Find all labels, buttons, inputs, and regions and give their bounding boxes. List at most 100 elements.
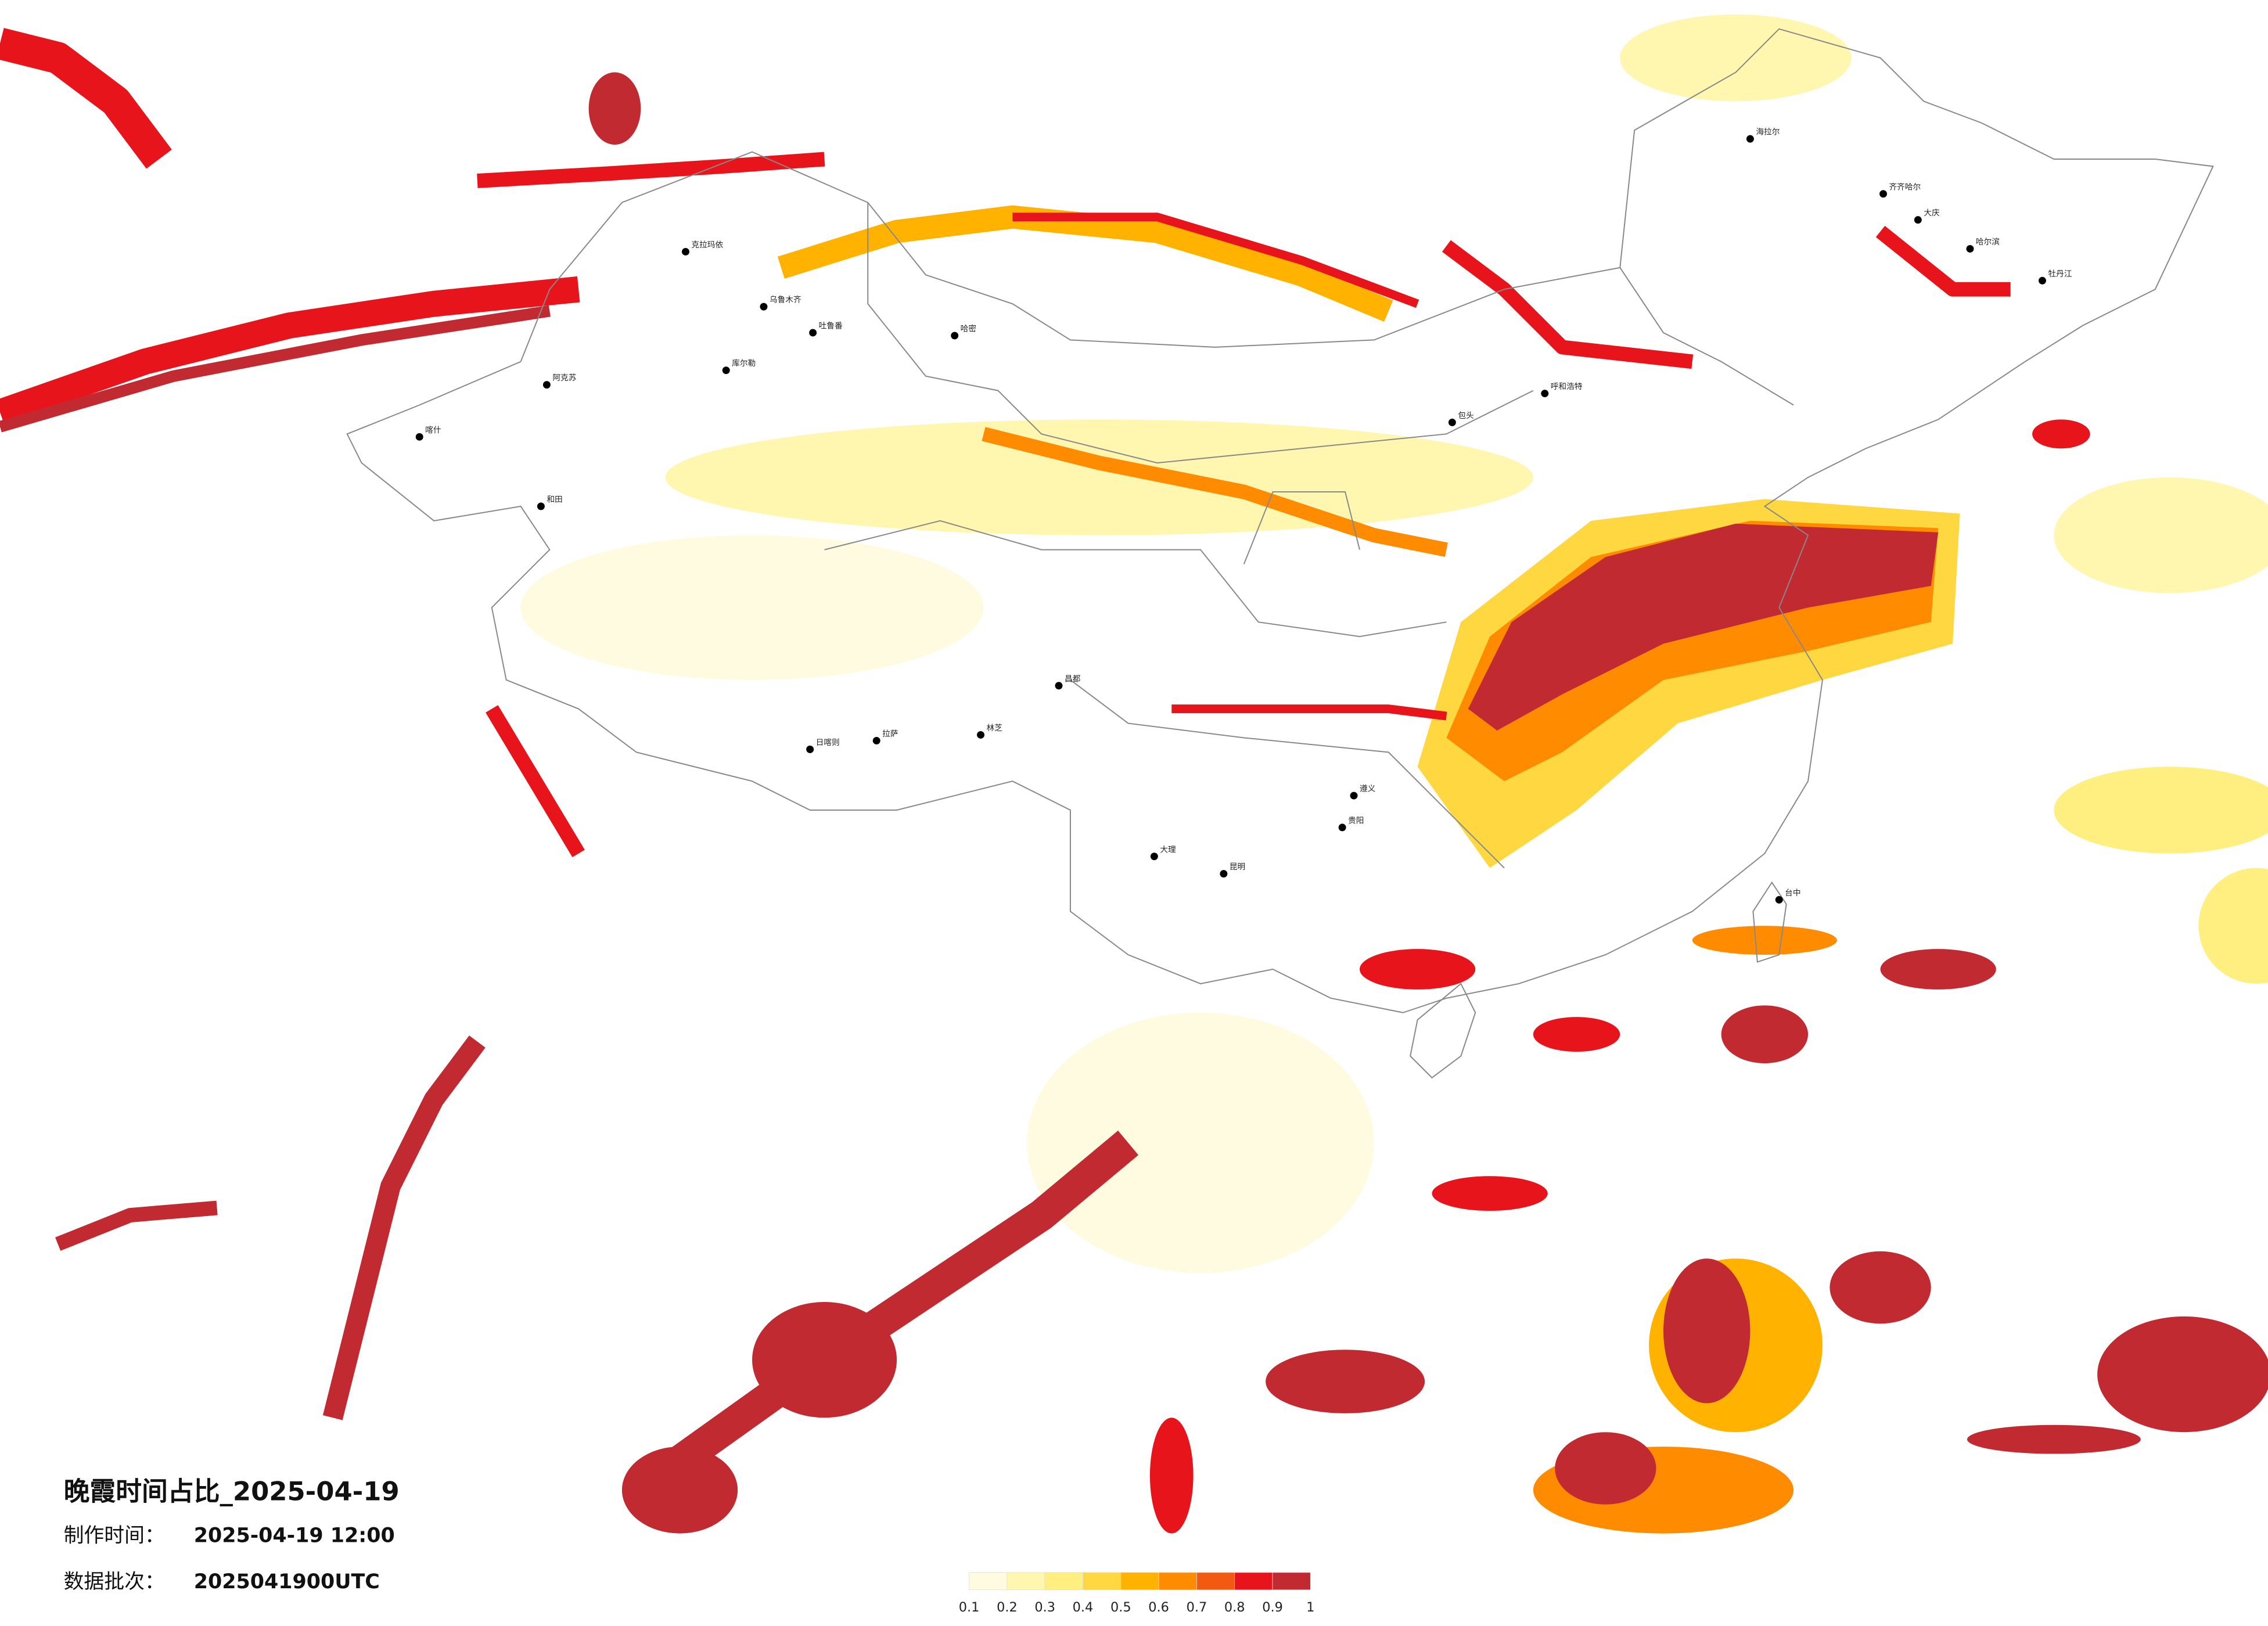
city-label: 日喀则 [816, 738, 840, 747]
city-dot [1448, 418, 1456, 426]
heat-patch [55, 1200, 218, 1251]
city-dot [1966, 244, 1974, 253]
heat-patch [1533, 1017, 1620, 1052]
heat-patch [0, 305, 551, 433]
heat-patch [2097, 1316, 2268, 1433]
heat-patch [2054, 767, 2268, 854]
city-label: 哈尔滨 [1976, 238, 2000, 247]
map-title: 晚霞时间占比_2025-04-19 [64, 1476, 400, 1506]
city-dot [681, 247, 689, 256]
legend-tick-label: 0.4 [1073, 1600, 1094, 1615]
heat-patch [2198, 868, 2268, 984]
city-dot [1879, 190, 1888, 198]
legend-swatch [1196, 1572, 1235, 1591]
legend-tick-label: 0.1 [959, 1600, 980, 1615]
heat-patch [588, 72, 641, 145]
legend-tick-label: 0.3 [1034, 1600, 1055, 1615]
legend-swatch [1158, 1572, 1197, 1591]
legend-swatch [1234, 1572, 1273, 1591]
city-dot [1746, 135, 1754, 143]
heat-patch [2054, 477, 2268, 593]
city-dot [2039, 276, 2046, 285]
heat-patch [322, 1035, 486, 1420]
heat-patch [477, 152, 825, 188]
city-label: 海拉尔 [1756, 128, 1780, 137]
heat-patch [1171, 704, 1447, 721]
city-dot [1338, 823, 1346, 832]
city-dot [1775, 895, 1783, 904]
heat-patch [1692, 926, 1837, 955]
city-dot [951, 332, 959, 340]
legend-tick-label: 0.5 [1110, 1600, 1131, 1615]
legend-tick-label: 1 [1306, 1600, 1314, 1615]
heat-patch [982, 427, 1448, 557]
legend: 0.1 0.2 0.3 0.4 0.5 0.6 0.7 0.8 0.9 1 [959, 1572, 1314, 1615]
city-label: 乌鲁木齐 [770, 296, 801, 305]
legend-tick-label: 0.9 [1262, 1600, 1283, 1615]
legend-tick-label: 0.2 [997, 1600, 1018, 1615]
city-dot [1055, 682, 1063, 690]
heat-patch [752, 1301, 897, 1418]
city-dot [1914, 216, 1922, 224]
heat-patch [621, 1447, 738, 1534]
city-dot [542, 381, 551, 389]
city-label: 台中 [1785, 888, 1800, 898]
city-label: 昆明 [1230, 862, 1245, 872]
city-dot [806, 745, 814, 753]
city-dot [537, 502, 545, 510]
city-dot [1220, 870, 1228, 878]
city-label: 大理 [1160, 845, 1176, 854]
heat-patch [486, 705, 585, 858]
city-label: 吐鲁番 [819, 321, 843, 330]
country-outline [346, 28, 2214, 1013]
heat-patch [0, 276, 580, 425]
heat-patch [0, 28, 172, 169]
city-label: 喀什 [425, 426, 441, 435]
city-label: 牡丹江 [2048, 269, 2072, 279]
heat-patch [1266, 1350, 1425, 1413]
data-batch-label: 数据批次： [64, 1570, 165, 1593]
heat-patch [1149, 1418, 1194, 1534]
city-label: 昌都 [1065, 674, 1081, 684]
legend-swatch [1083, 1572, 1122, 1591]
province-outline [824, 202, 1794, 869]
heat-patch [1875, 225, 2011, 297]
heat-patch [1721, 1005, 1809, 1063]
city-label: 库尔勒 [732, 359, 756, 368]
city-label: 包头 [1458, 411, 1473, 420]
heat-patch [1468, 523, 1939, 731]
heat-patch [2032, 419, 2090, 449]
city-dot [809, 329, 817, 337]
city-dot [415, 433, 423, 441]
production-time-label: 制作时间： [64, 1524, 165, 1548]
boundaries [346, 28, 2214, 1079]
heat-patch [665, 419, 1533, 535]
heat-patch [777, 205, 1393, 322]
city-dot [1350, 792, 1358, 800]
heat-patch [1620, 14, 1852, 102]
city-label: 林芝 [986, 724, 1002, 733]
city-dot [1541, 390, 1549, 398]
heat-patch [1880, 949, 1996, 990]
heat-patch [1360, 949, 1476, 990]
legend-swatch [1007, 1572, 1045, 1591]
city-label: 呼和浩特 [1551, 382, 1583, 391]
heat-patch [670, 1130, 1139, 1474]
heat-patch [1663, 1258, 1751, 1404]
island-outline [1410, 983, 1476, 1079]
heat-patch [520, 535, 984, 680]
city-label: 阿克苏 [552, 373, 576, 383]
city-label: 哈密 [961, 323, 977, 333]
legend-swatch [1272, 1572, 1311, 1591]
heat-patch [1555, 1432, 1656, 1505]
heat-patch [1432, 1176, 1548, 1211]
legend-swatch [1120, 1572, 1159, 1591]
city-label: 和田 [547, 495, 562, 504]
heat-patch [1442, 240, 1694, 369]
heat-patch [1027, 1012, 1374, 1274]
city-label: 拉萨 [882, 729, 898, 739]
heat-patch [1830, 1251, 1931, 1324]
